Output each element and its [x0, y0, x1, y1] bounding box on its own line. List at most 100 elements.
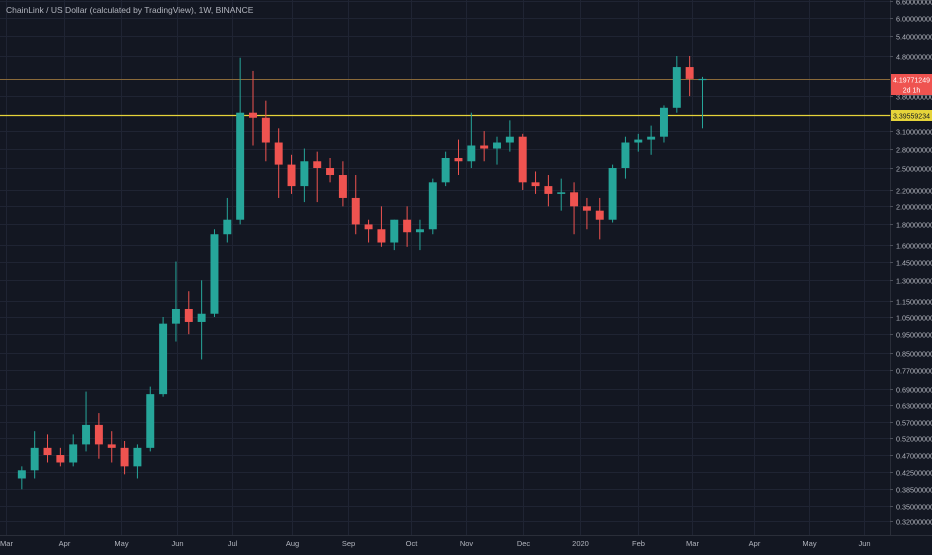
candle-down[interactable]: [120, 440, 129, 475]
candle-down[interactable]: [94, 413, 103, 459]
candle-up[interactable]: [300, 148, 309, 203]
candle-up[interactable]: [493, 136, 501, 165]
candle-up[interactable]: [210, 229, 219, 317]
candle-down[interactable]: [595, 197, 604, 240]
candle-up[interactable]: [171, 261, 180, 342]
time-axis[interactable]: Mar Apr May Jun Jul Aug Sep Oct Nov Dec 2020 Feb Mar…: [0, 539, 871, 548]
price-tick-label: 0.52000000: [896, 435, 932, 444]
price-tick-label: 0.32000000: [896, 518, 932, 527]
candle-down[interactable]: [326, 157, 335, 183]
candle-body: [493, 142, 501, 149]
candle-down[interactable]: [351, 175, 360, 235]
candle-body: [133, 447, 142, 467]
candle-down[interactable]: [531, 171, 540, 194]
candle-up[interactable]: [557, 178, 566, 211]
candle-up[interactable]: [236, 57, 245, 225]
candle-up[interactable]: [415, 219, 424, 251]
candle-body: [685, 67, 694, 79]
price-tick-label: 0.47000000: [896, 452, 932, 461]
candle-down[interactable]: [261, 100, 270, 162]
price-tick-label: 0.85000000: [896, 350, 932, 359]
candle-up[interactable]: [647, 125, 656, 155]
candle-up[interactable]: [441, 151, 450, 187]
candle-up[interactable]: [390, 219, 399, 251]
candle-body: [467, 145, 476, 162]
candle-down[interactable]: [43, 434, 52, 463]
candle-down[interactable]: [582, 197, 591, 230]
candle-down[interactable]: [287, 154, 296, 194]
candle-body: [107, 444, 116, 448]
candle-up[interactable]: [30, 431, 39, 479]
price-tick-label: 0.95000000: [896, 331, 932, 340]
price-tick-label: 1.05000000: [896, 314, 932, 323]
candle-down[interactable]: [377, 206, 386, 247]
candle-body: [287, 164, 296, 187]
candle-up[interactable]: [467, 112, 476, 169]
price-tick-label: 0.69000000: [896, 386, 932, 395]
price-tag-label: 4.19771249: [893, 78, 930, 85]
candle-up[interactable]: [659, 105, 668, 143]
candle-down[interactable]: [518, 133, 527, 190]
candle-up[interactable]: [197, 280, 206, 360]
candle-down[interactable]: [480, 131, 489, 162]
candle-body: [223, 219, 232, 235]
candle-body: [570, 192, 579, 207]
candle-down[interactable]: [274, 128, 283, 198]
candle-body: [82, 424, 91, 445]
candle-up[interactable]: [82, 391, 91, 452]
candle-up[interactable]: [146, 386, 155, 452]
candle-up[interactable]: [133, 444, 142, 479]
candle-down[interactable]: [338, 161, 347, 207]
time-tick-label: Sep: [342, 539, 355, 548]
candle-body: [390, 219, 399, 243]
price-tick-label: 0.63000000: [896, 402, 932, 411]
candle-up[interactable]: [159, 316, 168, 397]
candle-body: [300, 161, 309, 187]
price-tick-label: 6.00000000: [896, 15, 932, 24]
candle-body: [659, 107, 668, 137]
time-tick-label: May: [802, 539, 816, 548]
candle-down[interactable]: [184, 291, 193, 335]
price-tick-label: 1.45000000: [896, 259, 932, 268]
candle-up[interactable]: [17, 466, 26, 490]
price-tick-label: 3.10000000: [896, 128, 932, 137]
candle-down[interactable]: [685, 55, 694, 97]
candle-down[interactable]: [56, 447, 65, 467]
candle-up[interactable]: [69, 434, 78, 467]
candle-body: [415, 229, 424, 233]
candle-down[interactable]: [403, 206, 412, 247]
price-tick-label: 5.40000000: [896, 33, 932, 42]
candle-up[interactable]: [223, 197, 232, 243]
candle-down[interactable]: [454, 139, 463, 176]
candle-down[interactable]: [249, 70, 257, 146]
candle-down[interactable]: [570, 182, 579, 235]
candle-body: [197, 313, 206, 322]
candle-body: [326, 168, 335, 176]
candle-up[interactable]: [634, 133, 643, 152]
candle-down[interactable]: [544, 175, 553, 207]
candle-up[interactable]: [608, 164, 617, 223]
current-price-tag: [891, 74, 932, 85]
price-tick-label: 1.30000000: [896, 277, 932, 286]
candle-body: [159, 323, 168, 395]
time-tick-label: Oct: [406, 539, 419, 548]
candle-down[interactable]: [107, 431, 116, 463]
candle-down[interactable]: [313, 151, 322, 203]
candle-body: [210, 234, 219, 314]
candle-up[interactable]: [672, 55, 681, 113]
candle-body: [531, 182, 540, 187]
price-axis[interactable]: 6.60000000 6.00000000 5.40000000 4.80000000…: [890, 0, 932, 527]
candle-body: [672, 67, 681, 108]
candle-up[interactable]: [505, 120, 514, 152]
candle-body: [171, 308, 180, 324]
price-tag-label: 3.39559234: [893, 114, 930, 121]
candle-body: [582, 206, 591, 211]
price-tick-label: 0.77000000: [896, 367, 932, 376]
candle-up[interactable]: [621, 136, 630, 179]
price-tick-label: 2.00000000: [896, 203, 932, 212]
candle-up[interactable]: [428, 178, 437, 235]
candle-down[interactable]: [364, 219, 373, 243]
candle-up[interactable]: [698, 76, 707, 129]
